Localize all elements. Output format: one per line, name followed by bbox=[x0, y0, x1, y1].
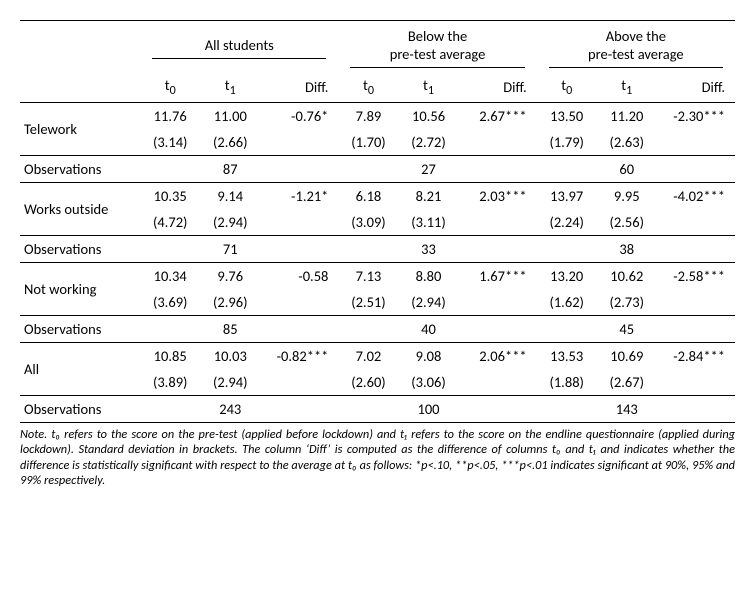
cell: 10.03 bbox=[200, 342, 260, 369]
cell: (3.06) bbox=[398, 369, 458, 396]
cell: 11.20 bbox=[597, 102, 657, 129]
cell: 11.00 bbox=[200, 102, 260, 129]
cell: 10.62 bbox=[597, 262, 657, 289]
group-header-above-text: Above thepre-test average bbox=[588, 27, 684, 63]
cell: -0.82*** bbox=[260, 342, 338, 369]
cell: (2.96) bbox=[200, 289, 260, 316]
cell: 7.02 bbox=[338, 342, 398, 369]
cell: (1.79) bbox=[537, 129, 597, 156]
cell: 2.03*** bbox=[459, 182, 537, 209]
col-diff-below: Diff. bbox=[459, 72, 537, 102]
group-header-above: Above thepre-test average bbox=[537, 21, 735, 73]
cell: (4.72) bbox=[140, 209, 200, 236]
row-label-obs: Observations bbox=[20, 315, 140, 342]
row-label-works-outside: Works outside bbox=[20, 182, 140, 235]
cell: 7.89 bbox=[338, 102, 398, 129]
cell: -4.02*** bbox=[657, 182, 735, 209]
cell: 11.76 bbox=[140, 102, 200, 129]
cell: -2.58*** bbox=[657, 262, 735, 289]
cell: 9.76 bbox=[200, 262, 260, 289]
cell: 13.97 bbox=[537, 182, 597, 209]
cell: (2.63) bbox=[597, 129, 657, 156]
cell: 13.50 bbox=[537, 102, 597, 129]
cell: (2.73) bbox=[597, 289, 657, 316]
cell: 243 bbox=[200, 395, 260, 422]
cell: 143 bbox=[597, 395, 657, 422]
results-table: All students Below thepre-test average A… bbox=[20, 20, 735, 423]
col-t1-above: t1 bbox=[597, 72, 657, 102]
cell: 7.13 bbox=[338, 262, 398, 289]
cell: (2.60) bbox=[338, 369, 398, 396]
group-header-all-text: All students bbox=[205, 36, 274, 54]
cell: 87 bbox=[200, 155, 260, 182]
cell: (2.94) bbox=[200, 209, 260, 236]
cell: 9.95 bbox=[597, 182, 657, 209]
col-t0-all: t0 bbox=[140, 72, 200, 102]
cell: 8.21 bbox=[398, 182, 458, 209]
cell: 6.18 bbox=[338, 182, 398, 209]
table-footnote: Note. t₀ refers to the score on the pre-… bbox=[20, 427, 735, 488]
row-label-obs: Observations bbox=[20, 235, 140, 262]
cell: 9.14 bbox=[200, 182, 260, 209]
group-header-all: All students bbox=[140, 21, 338, 73]
cell: 1.67*** bbox=[459, 262, 537, 289]
cell: 10.69 bbox=[597, 342, 657, 369]
cell: 13.20 bbox=[537, 262, 597, 289]
cell: (1.88) bbox=[537, 369, 597, 396]
col-diff-all: Diff. bbox=[260, 72, 338, 102]
cell: 9.08 bbox=[398, 342, 458, 369]
cell: -2.84*** bbox=[657, 342, 735, 369]
group-header-below-text: Below thepre-test average bbox=[390, 27, 486, 63]
cell: 71 bbox=[200, 235, 260, 262]
cell: (1.70) bbox=[338, 129, 398, 156]
cell: -0.76* bbox=[260, 102, 338, 129]
col-t1-below: t1 bbox=[398, 72, 458, 102]
cell: 13.53 bbox=[537, 342, 597, 369]
cell: 38 bbox=[597, 235, 657, 262]
cell: (2.66) bbox=[200, 129, 260, 156]
cell: (3.09) bbox=[338, 209, 398, 236]
cell: 40 bbox=[398, 315, 458, 342]
cell: 27 bbox=[398, 155, 458, 182]
row-label-obs: Observations bbox=[20, 155, 140, 182]
col-t0-below: t0 bbox=[338, 72, 398, 102]
results-table-container: All students Below thepre-test average A… bbox=[20, 20, 735, 488]
row-label-telework: Telework bbox=[20, 102, 140, 155]
cell: (3.11) bbox=[398, 209, 458, 236]
group-header-below: Below thepre-test average bbox=[338, 21, 536, 73]
cell: (2.24) bbox=[537, 209, 597, 236]
cell: 10.56 bbox=[398, 102, 458, 129]
cell: 10.34 bbox=[140, 262, 200, 289]
cell: -1.21* bbox=[260, 182, 338, 209]
row-label-all: All bbox=[20, 342, 140, 395]
cell: (3.69) bbox=[140, 289, 200, 316]
cell: (2.56) bbox=[597, 209, 657, 236]
col-t0-above: t0 bbox=[537, 72, 597, 102]
cell: 33 bbox=[398, 235, 458, 262]
col-diff-above: Diff. bbox=[657, 72, 735, 102]
cell: 10.35 bbox=[140, 182, 200, 209]
cell: 2.06*** bbox=[459, 342, 537, 369]
cell: (2.51) bbox=[338, 289, 398, 316]
cell: (2.94) bbox=[398, 289, 458, 316]
row-label-obs: Observations bbox=[20, 395, 140, 422]
cell: 2.67*** bbox=[459, 102, 537, 129]
row-label-not-working: Not working bbox=[20, 262, 140, 315]
cell: 60 bbox=[597, 155, 657, 182]
cell: 85 bbox=[200, 315, 260, 342]
cell: -0.58 bbox=[260, 262, 338, 289]
cell: -2.30*** bbox=[657, 102, 735, 129]
cell: (2.67) bbox=[597, 369, 657, 396]
cell: 8.80 bbox=[398, 262, 458, 289]
cell: 10.85 bbox=[140, 342, 200, 369]
cell: 100 bbox=[398, 395, 458, 422]
cell: (2.72) bbox=[398, 129, 458, 156]
cell: (3.14) bbox=[140, 129, 200, 156]
cell: 45 bbox=[597, 315, 657, 342]
col-t1-all: t1 bbox=[200, 72, 260, 102]
cell: (1.62) bbox=[537, 289, 597, 316]
cell: (3.89) bbox=[140, 369, 200, 396]
cell: (2.94) bbox=[200, 369, 260, 396]
